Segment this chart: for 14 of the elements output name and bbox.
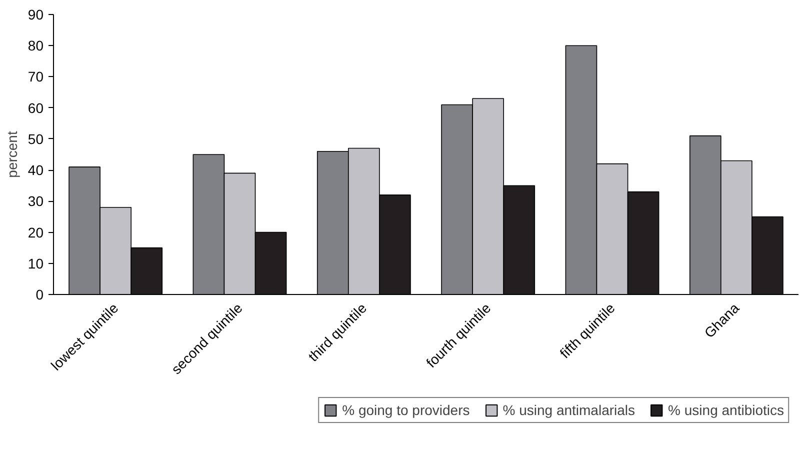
legend-label: % going to providers bbox=[342, 402, 470, 418]
y-tick-label: 70 bbox=[28, 68, 44, 85]
legend-label: % using antimalarials bbox=[502, 402, 636, 418]
y-tick-label: 90 bbox=[28, 6, 44, 22]
y-tick-label: 60 bbox=[28, 100, 44, 116]
y-tick-label: 0 bbox=[36, 286, 44, 302]
y-tick-label: 10 bbox=[28, 255, 44, 272]
y-axis-title: percent bbox=[4, 131, 20, 178]
y-tick-label: 30 bbox=[28, 193, 44, 210]
y-tick-label: 40 bbox=[28, 162, 44, 178]
y-tick-label: 80 bbox=[28, 38, 44, 54]
y-tick-label: 50 bbox=[28, 130, 44, 147]
y-tick-label: 20 bbox=[28, 224, 44, 240]
legend-label: % using antibiotics bbox=[668, 402, 784, 418]
